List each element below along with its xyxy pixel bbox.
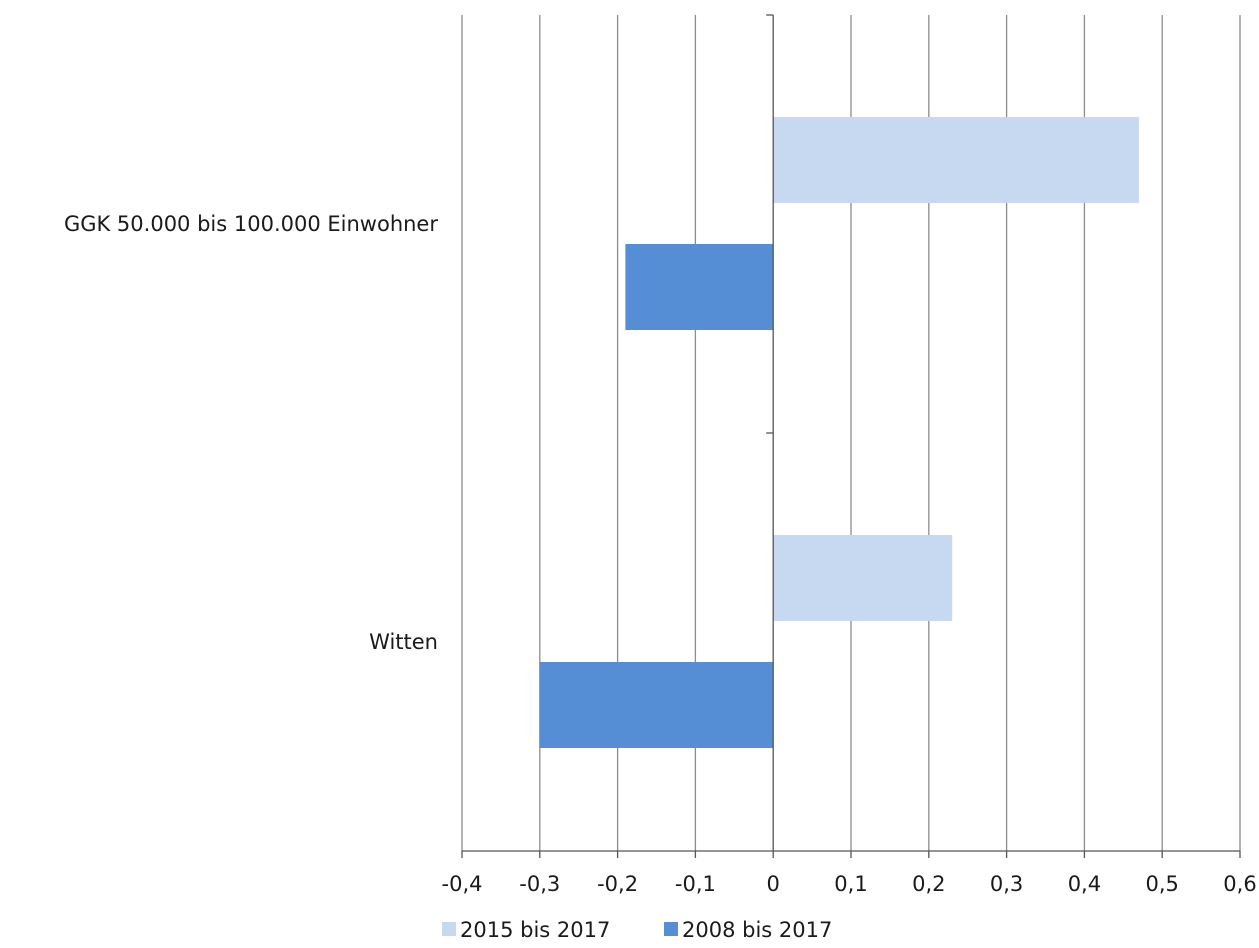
bar-series1: [773, 117, 1139, 203]
x-tick-label: 0,3: [990, 872, 1023, 896]
x-tick-label: 0,1: [834, 872, 867, 896]
x-tick-label: 0,6: [1223, 872, 1256, 896]
legend-swatch: [442, 922, 456, 936]
labels: -0,4 -0,3 -0,2 -0,1 0 0,1 0,2 0,3 0,4 0,5 0,6 GGK 5…: [64, 212, 1257, 896]
bar-series2: [539, 662, 774, 748]
bar-series1: [773, 535, 953, 621]
x-tick-label: -0,4: [442, 872, 483, 896]
x-tick-label: 0: [767, 872, 780, 896]
x-tick-label: 0,2: [912, 872, 945, 896]
bars: [539, 117, 1139, 748]
x-tick-label: -0,3: [519, 872, 560, 896]
axes: [461, 14, 1241, 858]
legend: 2015 bis 2017 2008 bis 2017: [442, 918, 832, 942]
x-tick-label: 0,4: [1068, 872, 1101, 896]
bar-series2: [625, 244, 774, 330]
legend-label: 2008 bis 2017: [682, 918, 832, 942]
x-tick-label: -0,1: [675, 872, 716, 896]
legend-swatch: [664, 922, 678, 936]
category-label: Witten: [369, 630, 438, 654]
x-tick-label: -0,2: [597, 872, 638, 896]
category-label: GGK 50.000 bis 100.000 Einwohner: [64, 212, 438, 236]
x-tick-label: 0,5: [1145, 872, 1178, 896]
legend-label: 2015 bis 2017: [460, 918, 610, 942]
